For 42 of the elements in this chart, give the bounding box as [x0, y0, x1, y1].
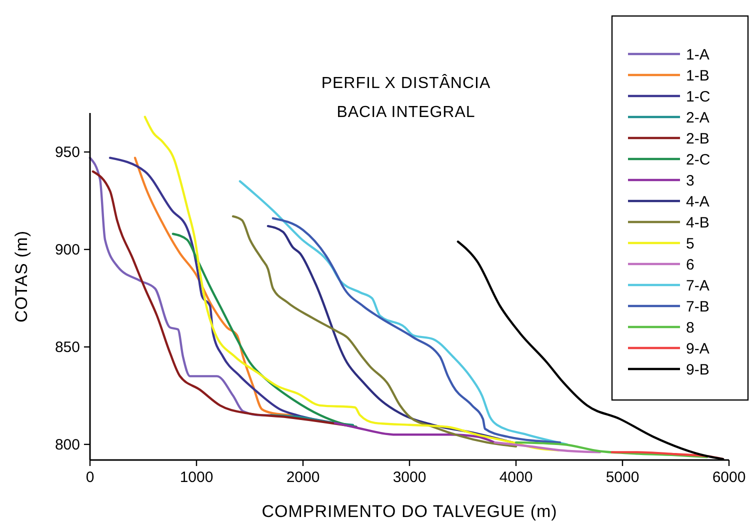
x-tick-label: 0: [86, 469, 94, 486]
x-tick-label: 6000: [712, 469, 746, 486]
legend-label: 3: [686, 172, 694, 190]
x-tick-label: 2000: [286, 469, 320, 486]
legend-label: 2-B: [686, 130, 710, 148]
line-series: [272, 217, 562, 444]
x-tick-label: 3000: [392, 469, 426, 486]
line-series: [134, 156, 294, 416]
y-tick-label: 950: [54, 144, 80, 162]
y-tick-label: 850: [54, 339, 80, 356]
legend-label: 1-B: [686, 67, 710, 84]
x-tick-label: 4000: [499, 469, 533, 486]
line-series: [144, 116, 560, 452]
y-tick-label: 900: [54, 242, 80, 259]
legend-label: 4-A: [686, 193, 710, 210]
legend-label: 7-A: [686, 277, 710, 294]
legend-label: 8: [686, 319, 694, 336]
chart-subtitle: BACIA INTEGRAL: [336, 104, 476, 121]
x-tick-label: 1000: [180, 469, 214, 486]
legend-label: 5: [686, 235, 694, 252]
x-axis-title: COMPRIMENTO DO TALVEGUE (m): [262, 502, 558, 521]
legend-label: 2-C: [686, 151, 710, 168]
legend-label: 2-A: [686, 109, 710, 126]
line-series: [270, 414, 354, 426]
line-series: [610, 451, 724, 460]
y-tick-label: 800: [54, 436, 80, 454]
line-series: [494, 441, 602, 454]
line-series: [232, 215, 518, 448]
legend-label: 9-B: [686, 361, 710, 378]
line-series: [514, 441, 708, 458]
legend-label: 9-A: [686, 340, 710, 358]
chart-title: PERFIL X DISTÂNCIA: [321, 74, 491, 92]
legend-label: 6: [686, 256, 694, 274]
line-series: [172, 232, 358, 428]
y-axis-title: COTAS (m): [12, 230, 31, 323]
line-series: [334, 422, 496, 444]
legend-label: 1-A: [686, 46, 710, 64]
legend-label: 7-B: [686, 298, 710, 316]
legend-label: 1-C: [686, 88, 710, 106]
legend-label: 4-B: [686, 214, 710, 232]
line-series: [238, 180, 568, 446]
x-tick-label: 5000: [606, 469, 640, 486]
